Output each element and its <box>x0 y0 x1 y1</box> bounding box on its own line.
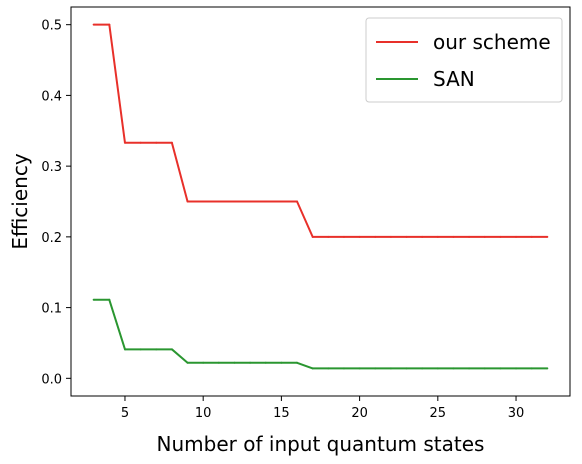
data-point <box>170 348 173 351</box>
data-point <box>123 141 126 144</box>
legend-box <box>365 17 563 103</box>
data-point <box>327 235 330 238</box>
data-point <box>342 367 345 370</box>
series-line-san <box>93 298 548 370</box>
data-point <box>217 200 220 203</box>
x-tick-label: 30 <box>508 406 525 421</box>
y-tick-label: 0.0 <box>41 372 62 387</box>
data-point <box>468 367 471 370</box>
data-point <box>530 367 533 370</box>
data-point <box>311 235 314 238</box>
plot-frame <box>70 6 571 397</box>
data-point <box>405 367 408 370</box>
data-point <box>327 367 330 370</box>
data-point <box>452 235 455 238</box>
data-point <box>155 348 158 351</box>
data-point <box>280 361 283 364</box>
data-point <box>374 235 377 238</box>
data-point <box>202 200 205 203</box>
data-point <box>296 361 299 364</box>
data-point <box>155 141 158 144</box>
data-point <box>452 367 455 370</box>
y-axis-title: Efficiency <box>8 153 32 250</box>
y-tick-label: 0.1 <box>41 302 62 317</box>
data-point <box>374 367 377 370</box>
y-tick-label: 0.4 <box>41 89 62 104</box>
data-point <box>311 367 314 370</box>
x-tick-label: 10 <box>195 406 212 421</box>
data-point <box>296 200 299 203</box>
data-point <box>546 367 549 370</box>
data-point <box>421 367 424 370</box>
data-point <box>139 141 142 144</box>
data-point <box>92 23 95 26</box>
legend-label-san: SAN <box>433 67 475 91</box>
data-point <box>108 23 111 26</box>
data-point <box>483 367 486 370</box>
data-point <box>468 235 471 238</box>
data-point <box>170 141 173 144</box>
data-point <box>515 367 518 370</box>
x-tick-label: 5 <box>121 406 129 421</box>
data-point <box>499 367 502 370</box>
data-point <box>546 235 549 238</box>
data-point <box>515 235 518 238</box>
data-point <box>123 348 126 351</box>
data-point <box>139 348 142 351</box>
data-point <box>436 367 439 370</box>
x-tick-label: 15 <box>273 406 290 421</box>
y-tick-label: 0.2 <box>41 231 62 246</box>
data-point <box>530 235 533 238</box>
y-tick-label: 0.3 <box>41 160 62 175</box>
data-point <box>186 200 189 203</box>
y-axis: 0.0 0.1 0.2 0.3 0.4 0.5 <box>41 19 71 387</box>
data-point <box>217 361 220 364</box>
data-point <box>405 235 408 238</box>
data-point <box>389 235 392 238</box>
data-point <box>264 361 267 364</box>
data-point <box>92 298 95 301</box>
data-point <box>358 235 361 238</box>
y-tick-label: 0.5 <box>41 19 62 34</box>
data-point <box>186 361 189 364</box>
data-point <box>342 235 345 238</box>
legend-label-our-scheme: our scheme <box>433 30 551 54</box>
data-point <box>233 200 236 203</box>
data-point <box>499 235 502 238</box>
data-point <box>264 200 267 203</box>
data-point <box>280 200 283 203</box>
series-layer <box>92 23 549 370</box>
data-point <box>233 361 236 364</box>
data-point <box>108 298 111 301</box>
data-point <box>202 361 205 364</box>
x-axis: 5 10 15 20 25 30 <box>121 396 524 421</box>
data-point <box>421 235 424 238</box>
data-point <box>358 367 361 370</box>
x-tick-label: 25 <box>430 406 447 421</box>
data-point <box>249 361 252 364</box>
x-tick-label: 20 <box>351 406 368 421</box>
series-line-our-scheme <box>93 23 548 238</box>
legend: our scheme SAN <box>365 17 563 103</box>
x-axis-title: Number of input quantum states <box>157 432 485 456</box>
data-point <box>389 367 392 370</box>
data-point <box>249 200 252 203</box>
data-point <box>436 235 439 238</box>
data-point <box>483 235 486 238</box>
